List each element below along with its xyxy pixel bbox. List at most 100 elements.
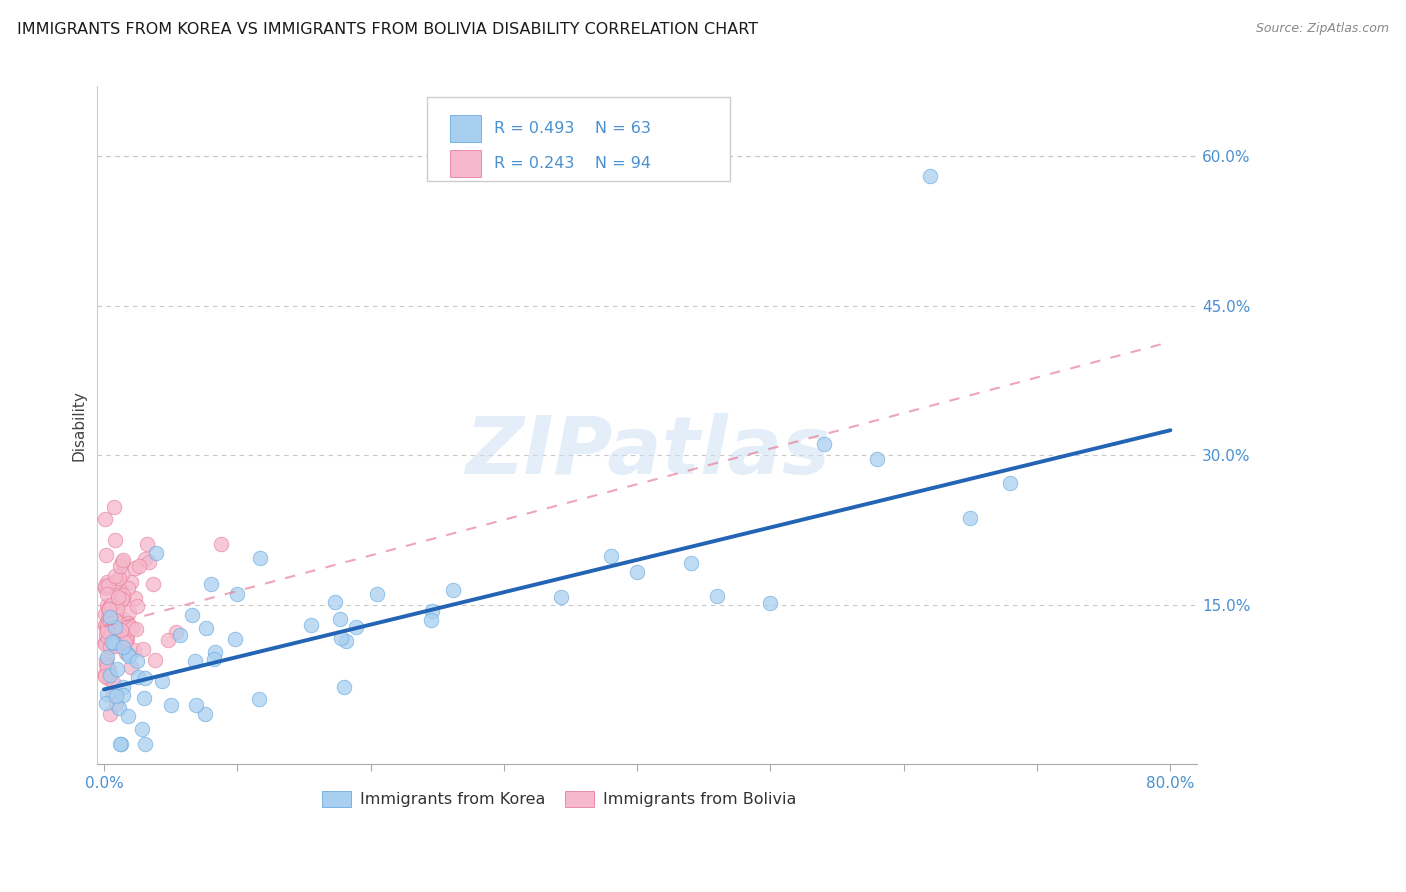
Point — [706, 589, 728, 603]
Point — [224, 632, 246, 646]
Point — [98, 609, 121, 624]
Point — [120, 575, 142, 590]
Point — [1000, 476, 1022, 491]
Point — [117, 615, 139, 630]
Point — [323, 594, 346, 608]
Point — [103, 675, 125, 690]
Point — [110, 623, 132, 637]
Point — [136, 537, 159, 551]
Point — [124, 591, 146, 605]
Point — [110, 737, 132, 751]
Y-axis label: Disability: Disability — [72, 390, 86, 460]
Point — [103, 688, 125, 702]
Point — [104, 613, 127, 627]
Point — [226, 587, 249, 601]
Point — [112, 681, 135, 695]
Point — [115, 646, 138, 660]
Point — [96, 602, 118, 616]
Point — [329, 612, 352, 626]
FancyBboxPatch shape — [427, 96, 730, 181]
Point — [550, 590, 572, 604]
Text: Source: ZipAtlas.com: Source: ZipAtlas.com — [1256, 22, 1389, 36]
Point — [98, 599, 121, 613]
Point — [93, 635, 115, 649]
Point — [441, 583, 464, 598]
Point — [98, 614, 121, 628]
Point — [104, 574, 127, 588]
Point — [209, 537, 232, 551]
Point — [96, 574, 118, 589]
Point — [100, 598, 122, 612]
Point — [103, 636, 125, 650]
Point — [866, 451, 889, 466]
Point — [422, 604, 444, 618]
Bar — [450, 150, 481, 177]
Point — [104, 639, 127, 653]
Point — [96, 587, 118, 601]
Point — [104, 690, 127, 704]
Point — [111, 591, 134, 606]
Point — [165, 624, 187, 639]
Point — [131, 722, 153, 736]
Point — [96, 618, 118, 632]
Point — [813, 437, 835, 451]
Point — [103, 500, 125, 515]
Point — [107, 590, 129, 604]
Point — [160, 698, 183, 713]
Point — [117, 648, 139, 662]
Point — [920, 169, 942, 183]
Point — [114, 635, 136, 649]
Point — [204, 645, 226, 659]
Point — [247, 691, 270, 706]
Point — [93, 607, 115, 621]
Point — [96, 650, 118, 665]
Point — [101, 625, 124, 640]
Point — [145, 546, 167, 560]
Point — [94, 652, 117, 666]
Point — [599, 549, 621, 564]
Point — [124, 642, 146, 657]
Point — [98, 668, 121, 682]
Point — [96, 615, 118, 629]
Point — [101, 634, 124, 648]
Point — [335, 633, 357, 648]
Point — [111, 567, 134, 582]
Point — [117, 581, 139, 595]
Point — [127, 670, 149, 684]
Point — [194, 706, 217, 721]
Point — [107, 615, 129, 630]
Point — [759, 596, 782, 610]
Text: ZIPatlas: ZIPatlas — [465, 413, 830, 491]
Point — [112, 636, 135, 650]
Point — [202, 652, 225, 666]
Point — [169, 627, 191, 641]
Point — [96, 621, 118, 635]
Point — [110, 737, 132, 751]
Point — [97, 578, 120, 592]
Point — [143, 652, 166, 666]
Point — [98, 628, 121, 642]
Point — [104, 616, 127, 631]
Point — [249, 551, 271, 566]
Point — [94, 628, 117, 642]
Point — [96, 660, 118, 674]
Point — [117, 709, 139, 723]
Point — [103, 619, 125, 633]
Point — [118, 605, 141, 619]
Point — [127, 599, 149, 613]
Point — [97, 608, 120, 623]
Point — [105, 697, 128, 711]
Legend: Immigrants from Korea, Immigrants from Bolivia: Immigrants from Korea, Immigrants from B… — [315, 785, 803, 814]
Point — [138, 555, 160, 569]
Point — [94, 512, 117, 526]
Point — [97, 614, 120, 628]
Text: R = 0.493    N = 63: R = 0.493 N = 63 — [495, 121, 651, 136]
Point — [103, 627, 125, 641]
Point — [120, 659, 142, 673]
Point — [333, 680, 356, 694]
Point — [107, 602, 129, 616]
Point — [121, 621, 143, 635]
Point — [134, 552, 156, 566]
Point — [96, 687, 118, 701]
Point — [108, 559, 131, 574]
